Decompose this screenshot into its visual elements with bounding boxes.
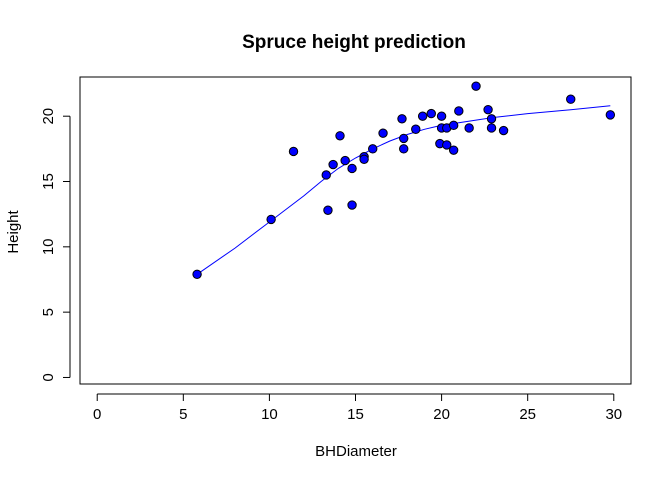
data-point — [347, 200, 357, 210]
x-axis: 0 5 10 15 20 25 30 — [93, 393, 622, 423]
y-axis: 0 5 10 15 20 — [40, 108, 71, 382]
y-axis-label: Height — [5, 209, 22, 253]
data-point — [288, 146, 299, 157]
data-point — [368, 144, 378, 154]
data-point — [378, 128, 388, 138]
x-tick-label: 20 — [433, 406, 450, 423]
fitted-curve — [196, 105, 611, 275]
x-axis-label: BHDiameter — [315, 443, 397, 460]
x-tick-label: 0 — [93, 406, 101, 423]
x-tick-label: 30 — [605, 406, 622, 423]
data-point — [340, 155, 350, 166]
data-point — [486, 114, 497, 124]
data-point — [359, 154, 369, 165]
data-point — [486, 123, 497, 133]
data-point — [442, 140, 452, 150]
data-point — [498, 125, 509, 136]
y-tick-label: 20 — [40, 108, 57, 125]
data-point — [605, 110, 616, 120]
data-point — [454, 106, 464, 116]
data-point — [266, 214, 276, 225]
data-point — [321, 170, 331, 180]
data-point — [328, 159, 338, 170]
y-tick-label: 5 — [40, 308, 57, 316]
y-tick-label: 0 — [40, 373, 57, 381]
y-tick-label: 10 — [40, 238, 57, 255]
x-tick-label: 10 — [261, 406, 278, 423]
data-point — [566, 94, 576, 104]
data-point — [192, 269, 202, 279]
points-layer — [192, 81, 616, 279]
data-point — [464, 123, 474, 133]
plot-frame — [79, 76, 632, 385]
data-point — [448, 120, 459, 131]
data-point — [399, 133, 409, 144]
data-point — [347, 163, 357, 174]
fitted-line-layer — [196, 105, 611, 275]
data-point — [471, 81, 481, 91]
data-point — [323, 205, 333, 215]
x-tick-label: 25 — [519, 406, 536, 423]
data-point — [411, 124, 421, 134]
y-tick-label: 15 — [40, 173, 57, 190]
data-point — [399, 144, 409, 154]
x-tick-label: 5 — [179, 406, 187, 423]
data-point — [397, 114, 407, 124]
data-point — [335, 131, 345, 141]
data-point — [448, 145, 459, 155]
data-point — [426, 108, 436, 119]
data-point — [417, 111, 428, 121]
data-point — [436, 111, 447, 121]
x-tick-label: 15 — [347, 406, 364, 423]
data-point — [483, 104, 493, 115]
chart-title: Spruce height prediction — [242, 32, 466, 53]
